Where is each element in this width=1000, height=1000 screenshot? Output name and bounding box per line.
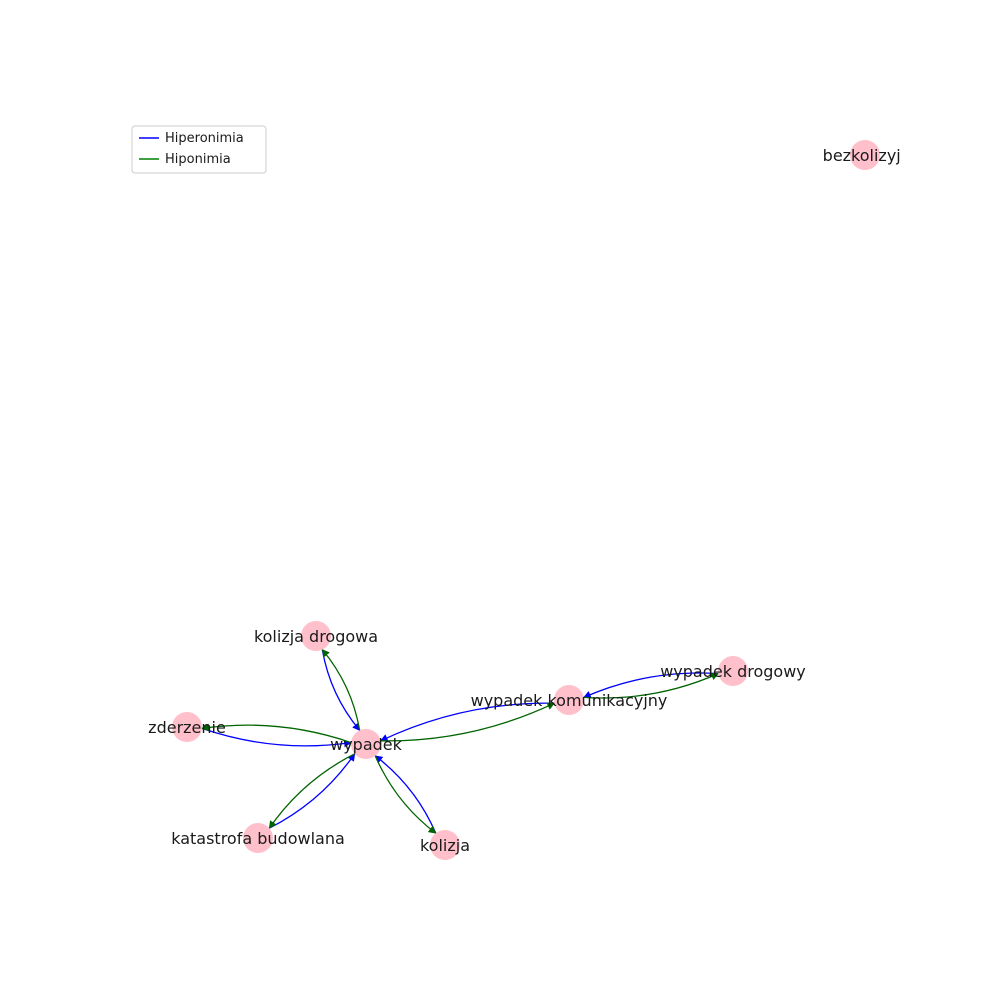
node-label-wypadek_komunikacyjny: wypadek komunikacyjny — [471, 691, 668, 710]
edge-wypadek-zderzenie — [201, 723, 352, 744]
edge-zderzenie-wypadek — [201, 727, 352, 748]
node-katastrofa_budowlana — [243, 823, 273, 853]
edge-kolizja_drogowa-wypadek — [321, 649, 361, 731]
edge-wypadek-wypadek_komunikacyjny — [380, 702, 556, 742]
edge-katastrofa_budowlana-wypadek — [269, 753, 356, 829]
node-kolizja — [430, 830, 460, 860]
edge-kolizja-wypadek — [374, 755, 437, 834]
node-kolizja_drogowa — [301, 621, 331, 651]
legend-label-hiponimia: Hiponimia — [165, 152, 231, 167]
legend-box — [131, 125, 267, 174]
edges — [201, 649, 719, 834]
node-label-kolizja_drogowa: kolizja drogowa — [254, 627, 378, 646]
edge-wypadek_komunikacyjny-wypadek_drogowy — [583, 672, 719, 699]
node-label-wypadek_drogowy: wypadek drogowy — [660, 662, 806, 681]
node-label-kolizja: kolizja — [420, 836, 470, 855]
legend-label-hiperonimia: Hiperonimia — [165, 131, 244, 146]
node-label-bezkolizyjny: bezkolizyjr — [823, 146, 908, 165]
edge-wypadek-kolizja — [374, 755, 437, 834]
node-wypadek_komunikacyjny — [554, 685, 584, 715]
node-zderzenie — [172, 712, 202, 742]
node-label-zderzenie: zderzenie — [148, 718, 226, 737]
node-wypadek — [351, 729, 381, 759]
node-label-wypadek: wypadek — [330, 735, 403, 754]
node-bezkolizyjny — [850, 140, 880, 170]
edge-wypadek-kolizja_drogowa — [321, 649, 361, 731]
node-label-katastrofa_budowlana: katastrofa budowlana — [171, 829, 345, 848]
node-wypadek_drogowy — [718, 656, 748, 686]
edge-wypadek-katastrofa_budowlana — [268, 753, 355, 829]
legend: Hiperonimia Hiponimia — [131, 125, 267, 174]
nodes: wypadek kolizja drogowa zderzenie katastrof… — [148, 140, 908, 860]
edge-wypadek_drogowy-wypadek_komunikacyjny — [583, 672, 719, 699]
edge-wypadek_komunikacyjny-wypadek — [379, 702, 555, 742]
